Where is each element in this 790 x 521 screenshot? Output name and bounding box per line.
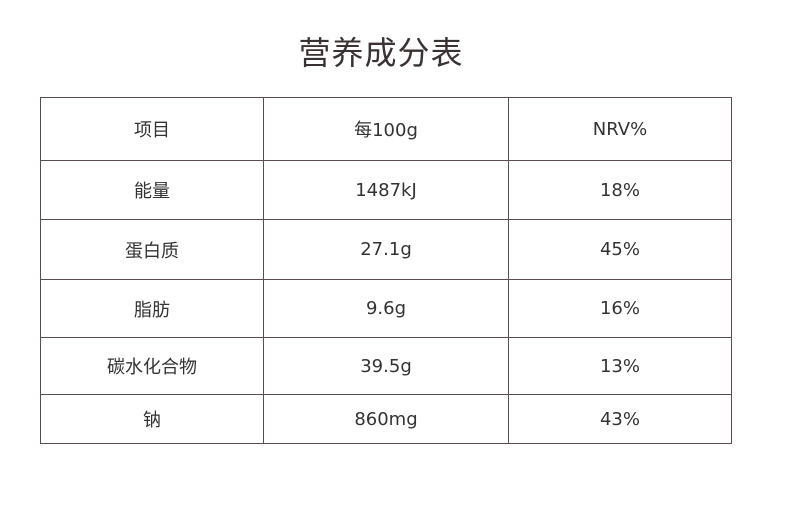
table-cell: 9.6g [263,279,509,338]
table-cell: 1487kJ [263,160,509,220]
table-cell: 蛋白质 [40,219,264,280]
table-cell: 18% [508,160,732,220]
nutrition-table: 项目 每100g NRV% 能量 1487kJ 18% 蛋白质 27.1g 45% 脂肪 9.6g 1… [40,97,732,444]
table-cell: 45% [508,219,732,280]
table-cell: 43% [508,394,732,444]
table-cell: 碳水化合物 [40,337,264,395]
table-row: 蛋白质 27.1g 45% [40,219,732,280]
header-row: 项目 每100g NRV% [40,97,732,161]
table-title: 营养成分表 [298,34,464,72]
table-cell: 脂肪 [40,279,264,338]
table-row: 碳水化合物 39.5g 13% [40,337,732,395]
table-cell: 27.1g [263,219,509,280]
table-body: 项目 每100g NRV% 能量 1487kJ 18% 蛋白质 27.1g 45% 脂肪 9.6g 1… [40,97,732,444]
table-cell: 16% [508,279,732,338]
table-cell: 860mg [263,394,509,444]
table-cell: 39.5g [263,337,509,395]
header-cell: 每100g [263,97,509,161]
table-cell: 钠 [40,394,264,444]
header-cell: 项目 [40,97,264,161]
table-row: 脂肪 9.6g 16% [40,279,732,338]
table-cell: 能量 [40,160,264,220]
table-cell: 13% [508,337,732,395]
header-cell: NRV% [508,97,732,161]
table-row: 钠 860mg 43% [40,394,732,444]
table-row: 能量 1487kJ 18% [40,160,732,220]
